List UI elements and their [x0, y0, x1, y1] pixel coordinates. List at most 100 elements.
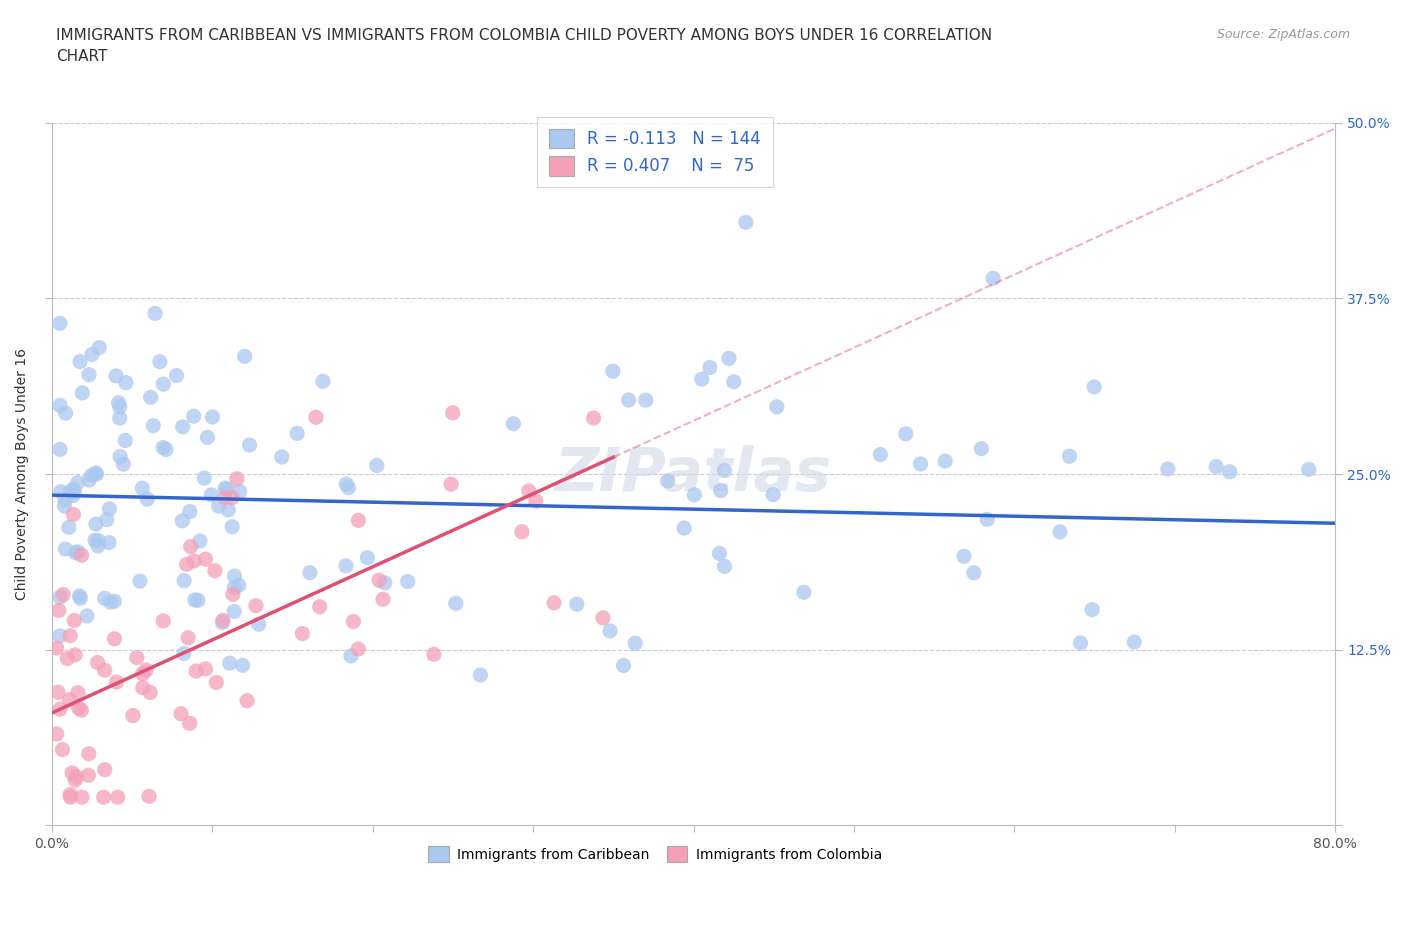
- Point: [96, 512, 118, 527]
- Point: [107, 790, 129, 804]
- Point: [976, 512, 998, 526]
- Point: [53, 498, 76, 513]
- Point: [232, 658, 254, 672]
- Point: [1049, 525, 1071, 539]
- Point: [86, 655, 108, 670]
- Point: [673, 521, 696, 536]
- Point: [204, 564, 226, 578]
- Point: [143, 306, 166, 321]
- Point: [172, 419, 194, 434]
- Point: [49, 702, 72, 717]
- Point: [308, 599, 330, 614]
- Point: [135, 662, 157, 677]
- Point: [104, 368, 127, 383]
- Point: [624, 636, 647, 651]
- Point: [112, 457, 135, 472]
- Point: [70, 548, 93, 563]
- Point: [717, 351, 740, 365]
- Point: [131, 481, 153, 496]
- Point: [1157, 461, 1180, 476]
- Point: [470, 668, 492, 683]
- Point: [1081, 602, 1104, 617]
- Point: [173, 646, 195, 661]
- Text: IMMIGRANTS FROM CARIBBEAN VS IMMIGRANTS FROM COLOMBIA CHILD POVERTY AMONG BOYS U: IMMIGRANTS FROM CARIBBEAN VS IMMIGRANTS …: [56, 28, 993, 64]
- Point: [93, 663, 115, 678]
- Point: [122, 708, 145, 723]
- Point: [517, 484, 540, 498]
- Point: [70, 703, 93, 718]
- Point: [58, 692, 80, 707]
- Point: [214, 490, 236, 505]
- Point: [963, 565, 986, 580]
- Point: [224, 580, 246, 595]
- Point: [723, 375, 745, 390]
- Point: [65, 769, 87, 784]
- Point: [69, 591, 91, 605]
- Point: [298, 565, 321, 580]
- Point: [114, 433, 136, 448]
- Point: [155, 442, 177, 457]
- Point: [108, 411, 131, 426]
- Point: [193, 471, 215, 485]
- Point: [970, 441, 993, 456]
- Point: [869, 447, 891, 462]
- Point: [51, 742, 73, 757]
- Point: [224, 568, 246, 583]
- Point: [183, 553, 205, 568]
- Point: [236, 693, 259, 708]
- Point: [347, 513, 370, 528]
- Point: [179, 504, 201, 519]
- Point: [180, 539, 202, 554]
- Point: [59, 629, 82, 644]
- Point: [49, 316, 72, 331]
- Point: [63, 613, 86, 628]
- Point: [1205, 459, 1227, 474]
- Point: [184, 664, 207, 679]
- Point: [98, 501, 121, 516]
- Point: [52, 587, 75, 602]
- Point: [108, 449, 131, 464]
- Point: [59, 787, 82, 802]
- Point: [63, 773, 86, 788]
- Point: [1069, 635, 1091, 650]
- Point: [214, 481, 236, 496]
- Point: [53, 541, 76, 556]
- Point: [187, 593, 209, 608]
- Point: [1219, 464, 1241, 479]
- Point: [444, 596, 467, 611]
- Text: ZIPatlas: ZIPatlas: [555, 445, 832, 503]
- Point: [617, 392, 640, 407]
- Point: [218, 656, 240, 671]
- Point: [225, 472, 247, 486]
- Point: [228, 578, 250, 592]
- Point: [337, 480, 360, 495]
- Point: [211, 615, 233, 630]
- Point: [245, 598, 267, 613]
- Point: [45, 641, 67, 656]
- Point: [270, 449, 292, 464]
- Point: [103, 594, 125, 609]
- Point: [524, 494, 547, 509]
- Point: [247, 617, 270, 631]
- Point: [139, 685, 162, 700]
- Point: [305, 410, 328, 425]
- Point: [356, 551, 378, 565]
- Point: [934, 454, 956, 469]
- Point: [93, 763, 115, 777]
- Point: [347, 642, 370, 657]
- Point: [84, 533, 107, 548]
- Point: [734, 215, 756, 230]
- Point: [440, 477, 463, 492]
- Point: [108, 400, 131, 415]
- Point: [152, 377, 174, 392]
- Point: [136, 492, 159, 507]
- Point: [690, 372, 713, 387]
- Point: [139, 390, 162, 405]
- Point: [312, 374, 335, 389]
- Point: [217, 502, 239, 517]
- Point: [683, 487, 706, 502]
- Point: [582, 410, 605, 425]
- Point: [709, 546, 731, 561]
- Point: [205, 675, 228, 690]
- Point: [285, 426, 308, 441]
